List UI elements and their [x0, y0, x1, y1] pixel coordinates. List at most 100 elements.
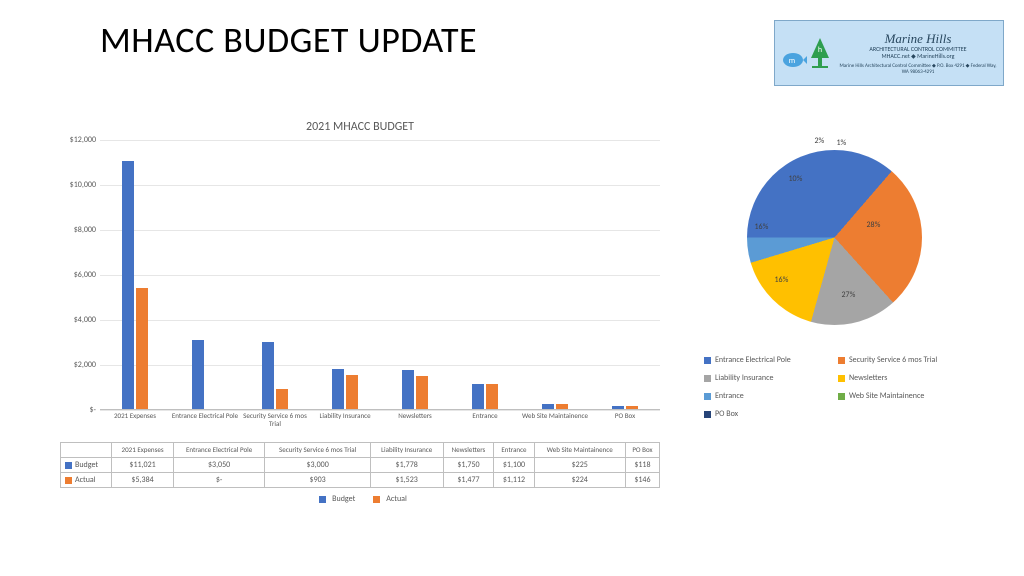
- pie-legend-label: PO Box: [715, 409, 738, 419]
- x-category-label: Web Site Maintainence: [520, 412, 590, 420]
- bar-plot-area: $-$2,000$4,000$6,000$8,000$10,000$12,000: [100, 140, 660, 410]
- table-cell: $-: [173, 473, 265, 488]
- pie-legend-swatch: [704, 393, 711, 400]
- table-cell: $1,100: [494, 458, 534, 473]
- y-tick-label: $-: [58, 405, 96, 415]
- pie-legend-item: Entrance Electrical Pole: [704, 355, 830, 365]
- x-category-label: PO Box: [590, 412, 660, 420]
- pie-canvas: [747, 150, 922, 325]
- pie-slice-label: 16%: [755, 222, 769, 232]
- pie-legend-label: Liability Insurance: [715, 373, 773, 383]
- logo-site: MHACC.net ◆ MarineHills.org: [837, 53, 999, 60]
- pie-legend-item: Security Service 6 mos Trial: [838, 355, 964, 365]
- y-tick-label: $12,000: [58, 135, 96, 145]
- bar-budget: [192, 340, 204, 409]
- pie-legend-item: PO Box: [704, 409, 830, 419]
- table-cell: $11,021: [112, 458, 173, 473]
- org-logo: m h Marine Hills ARCHITECTURAL CONTROL C…: [774, 20, 1004, 86]
- table-cell: $5,384: [112, 473, 173, 488]
- bar-group: [310, 369, 380, 409]
- bar-actual: [486, 384, 498, 409]
- pie-legend-swatch: [704, 357, 711, 364]
- table-cell: $1,477: [443, 473, 494, 488]
- pie-slice-label: 28%: [867, 220, 881, 230]
- pie-legend-swatch: [838, 357, 845, 364]
- pie-chart: 28%27%16%16%10%2%1% Entrance Electrical …: [704, 150, 964, 419]
- bar-chart-title: 2021 MHACC BUDGET: [60, 120, 660, 134]
- pie-legend-label: Web Site Maintainence: [849, 391, 924, 401]
- svg-text:h: h: [818, 45, 822, 55]
- table-series-label: Actual: [61, 473, 112, 488]
- pie-legend-swatch: [704, 411, 711, 418]
- tree-icon: h: [809, 36, 831, 70]
- y-tick-label: $10,000: [58, 180, 96, 190]
- pie-legend-item: Entrance: [704, 391, 830, 401]
- table-cell: $1,750: [443, 458, 494, 473]
- bar-legend: BudgetActual: [60, 494, 660, 504]
- x-category-label: Newsletters: [380, 412, 450, 420]
- pie-plot-area: 28%27%16%16%10%2%1%: [747, 150, 922, 325]
- pie-legend-item: Newsletters: [838, 373, 964, 383]
- pie-slice-label: 16%: [775, 275, 789, 285]
- pie-legend-swatch: [838, 375, 845, 382]
- bar-actual: [276, 389, 288, 409]
- table-cell: $3,050: [173, 458, 265, 473]
- pie-legend-label: Entrance Electrical Pole: [715, 355, 791, 365]
- page-title: MHACC BUDGET UPDATE: [100, 18, 477, 62]
- pie-slice-label: 2%: [815, 136, 825, 146]
- pie-legend: Entrance Electrical Pole Security Service…: [704, 355, 964, 419]
- pie-legend-label: Entrance: [715, 391, 744, 401]
- table-cell: $903: [265, 473, 370, 488]
- bar-budget: [122, 161, 134, 409]
- bar-group: [100, 161, 170, 409]
- bar-budget: [402, 370, 414, 409]
- pie-legend-label: Security Service 6 mos Trial: [849, 355, 937, 365]
- table-cell: $146: [625, 473, 659, 488]
- table-cell: $1,778: [370, 458, 443, 473]
- pie-slice-label: 1%: [837, 138, 847, 148]
- pie-legend-swatch: [838, 393, 845, 400]
- x-category-label: Security Service 6 mos Trial: [240, 412, 310, 427]
- table-cell: $225: [534, 458, 625, 473]
- x-category-label: Entrance Electrical Pole: [170, 412, 240, 420]
- bar-legend-item: Actual: [367, 494, 407, 504]
- logo-icons: m h: [779, 36, 831, 70]
- bar-budget: [262, 342, 274, 410]
- bar-group: [380, 370, 450, 409]
- svg-text:m: m: [789, 56, 795, 66]
- pie-slice-label: 10%: [789, 174, 803, 184]
- y-tick-label: $6,000: [58, 270, 96, 280]
- x-category-label: Entrance: [450, 412, 520, 420]
- bar-group: [590, 406, 660, 409]
- table-cell: $3,000: [265, 458, 370, 473]
- bar-chart: 2021 MHACC BUDGET $-$2,000$4,000$6,000$8…: [60, 120, 660, 530]
- fish-icon: m: [779, 50, 807, 70]
- logo-addr: Marine Hills Architectural Control Commi…: [837, 63, 999, 75]
- y-tick-label: $4,000: [58, 315, 96, 325]
- bar-actual: [416, 376, 428, 409]
- bar-actual: [136, 288, 148, 409]
- table-series-label: Budget: [61, 458, 112, 473]
- bar-budget: [332, 369, 344, 409]
- table-cell: $224: [534, 473, 625, 488]
- y-tick-label: $2,000: [58, 360, 96, 370]
- pie-legend-swatch: [704, 375, 711, 382]
- bar-budget: [542, 404, 554, 409]
- bar-data-table: 2021 ExpensesEntrance Electrical PoleSec…: [60, 442, 660, 488]
- pie-slice-label: 27%: [842, 290, 856, 300]
- x-category-label: Liability Insurance: [310, 412, 380, 420]
- pie-legend-item: Liability Insurance: [704, 373, 830, 383]
- bar-group: [520, 404, 590, 409]
- bar-actual: [626, 406, 638, 409]
- bar-group: [170, 340, 240, 409]
- table-cell: $1,523: [370, 473, 443, 488]
- bar-group: [450, 384, 520, 409]
- pie-legend-item: Web Site Maintainence: [838, 391, 964, 401]
- bar-actual: [346, 375, 358, 409]
- table-cell: $1,112: [494, 473, 534, 488]
- bar-group: [240, 342, 310, 410]
- y-tick-label: $8,000: [58, 225, 96, 235]
- pie-legend-label: Newsletters: [849, 373, 887, 383]
- logo-brand: Marine Hills: [837, 31, 999, 47]
- bar-budget: [472, 384, 484, 409]
